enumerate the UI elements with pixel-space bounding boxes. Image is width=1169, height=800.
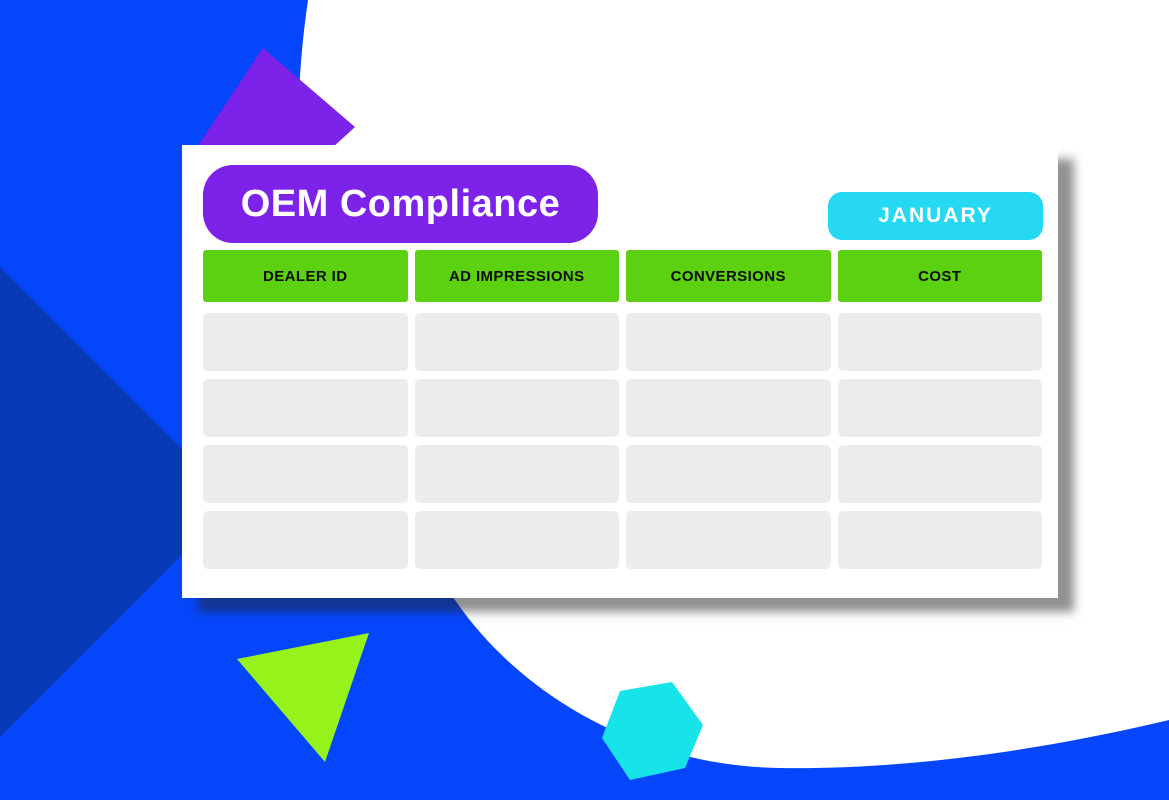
column-header-cost: COST [837, 250, 1042, 302]
table-cell-r4c4[interactable] [837, 511, 1042, 569]
table-cell-r2c3[interactable] [626, 379, 831, 437]
table-header-row: DEALER ID AD IMPRESSIONS CONVERSIONS COS… [203, 250, 1042, 302]
column-header-ad-impressions: AD IMPRESSIONS [414, 250, 619, 302]
table-cell-r3c4[interactable] [837, 445, 1042, 503]
table-cell-r1c3[interactable] [626, 313, 831, 371]
cyan-hexagon-shape [602, 682, 703, 780]
table-cell-r2c2[interactable] [414, 379, 619, 437]
column-header-dealer-id: DEALER ID [203, 250, 408, 302]
page-title: OEM Compliance [240, 182, 561, 225]
table-body [203, 313, 1042, 569]
table-cell-r4c3[interactable] [626, 511, 831, 569]
table-cell-r1c4[interactable] [837, 313, 1042, 371]
table-cell-r2c4[interactable] [837, 379, 1042, 437]
purple-triangle-shape [194, 48, 355, 152]
table-cell-r2c1[interactable] [203, 379, 408, 437]
table-cell-r4c1[interactable] [203, 511, 408, 569]
table-cell-r3c3[interactable] [626, 445, 831, 503]
table-cell-r3c1[interactable] [203, 445, 408, 503]
table-card: OEM Compliance JANUARY DEALER ID AD IMPR… [182, 145, 1058, 598]
month-badge-label: JANUARY [878, 204, 993, 227]
table-cell-r3c2[interactable] [414, 445, 619, 503]
month-badge: JANUARY [828, 192, 1043, 240]
table-cell-r1c1[interactable] [203, 313, 408, 371]
table-cell-r4c2[interactable] [414, 511, 619, 569]
table-cell-r1c2[interactable] [414, 313, 619, 371]
green-triangle-shape [237, 633, 369, 762]
title-badge: OEM Compliance [203, 165, 598, 243]
column-header-conversions: CONVERSIONS [626, 250, 831, 302]
dark-blue-diamond-shape [0, 267, 235, 737]
